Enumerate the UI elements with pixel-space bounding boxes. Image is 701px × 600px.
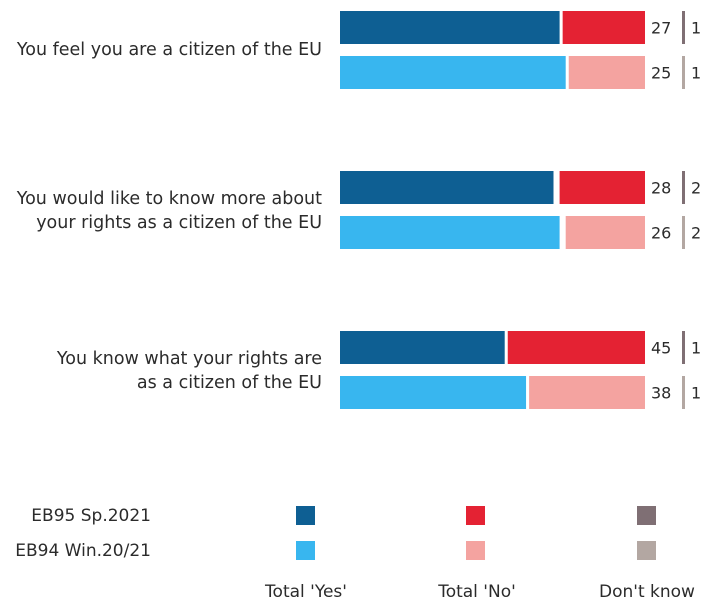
legend-swatch-yes	[296, 506, 315, 525]
bar-no	[568, 56, 645, 89]
bar-dont-know	[682, 171, 685, 204]
category-label: You feel you are a citizen of the EU	[16, 40, 322, 60]
legend-series-label: EB95 Sp.2021	[31, 506, 151, 526]
bar-yes	[340, 331, 505, 364]
bar-no	[529, 376, 645, 409]
bar-no	[559, 171, 645, 204]
category-label: You would like to know more about	[16, 189, 322, 209]
value-label-no: 27	[651, 19, 671, 38]
value-label-no: 26	[651, 224, 671, 243]
legend-column-label: Total 'No'	[437, 582, 516, 600]
value-label-dont-know: 1	[691, 384, 701, 403]
bar-dont-know	[682, 11, 685, 44]
value-label-dont-know: 1	[691, 339, 701, 358]
legend-swatch-yes	[296, 541, 315, 560]
value-label-no: 45	[651, 339, 671, 358]
value-label-dont-know: 2	[691, 224, 701, 243]
legend-column-label: Don't know	[599, 582, 695, 600]
value-label-dont-know: 1	[691, 19, 701, 38]
bar-dont-know	[682, 216, 685, 249]
bar-dont-know	[682, 331, 685, 364]
bar-yes	[340, 56, 566, 89]
bar-no	[562, 11, 645, 44]
value-label-dont-know: 2	[691, 179, 701, 198]
legend-series-label: EB94 Win.20/21	[15, 541, 151, 561]
bar-yes	[340, 11, 560, 44]
bar-no	[507, 331, 645, 364]
legend-column-label: Total 'Yes'	[264, 582, 347, 600]
legend-swatch-dont-know	[637, 506, 656, 525]
value-label-no: 38	[651, 384, 671, 403]
bar-no	[565, 216, 645, 249]
value-label-no: 25	[651, 64, 671, 83]
category-label: You know what your rights are	[56, 349, 322, 369]
bar-dont-know	[682, 56, 685, 89]
legend-swatch-dont-know	[637, 541, 656, 560]
bar-dont-know	[682, 376, 685, 409]
value-label-no: 28	[651, 179, 671, 198]
category-label: as a citizen of the EU	[137, 373, 322, 393]
bar-yes	[340, 171, 554, 204]
value-label-dont-know: 1	[691, 64, 701, 83]
category-label: your rights as a citizen of the EU	[36, 213, 322, 233]
legend-swatch-no	[466, 541, 485, 560]
legend-swatch-no	[466, 506, 485, 525]
bar-yes	[340, 216, 560, 249]
bar-yes	[340, 376, 527, 409]
